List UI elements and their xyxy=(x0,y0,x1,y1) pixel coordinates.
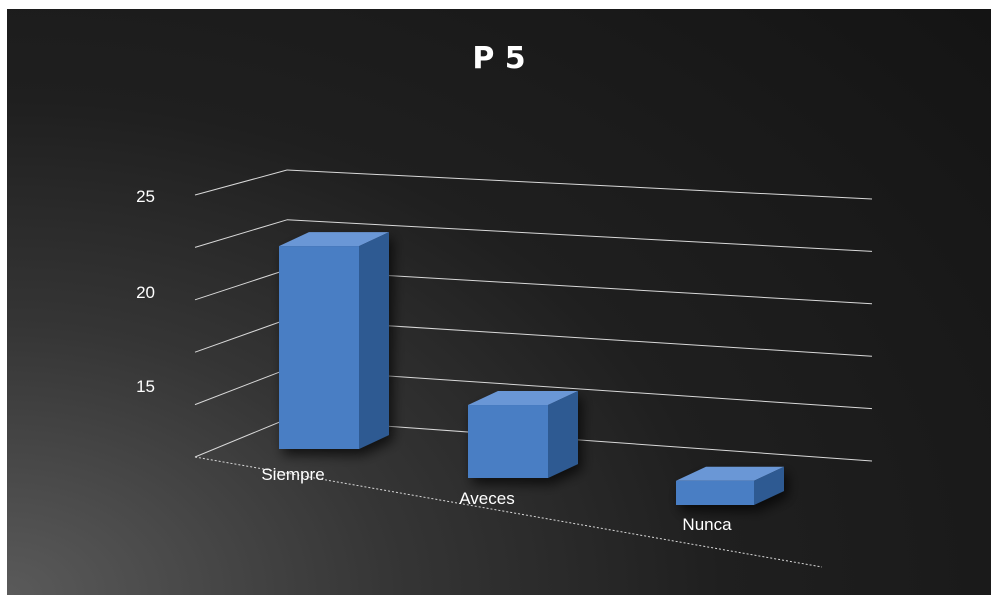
gridline-left-0 xyxy=(194,418,288,458)
gridline-left-2 xyxy=(194,318,288,353)
chart-frame: P 5 15 20 25 Siempre Aveces Nunca xyxy=(7,9,991,595)
y-tick-layer: 15 20 25 xyxy=(136,187,155,396)
category-label-layer: Siempre Aveces Nunca xyxy=(261,465,732,534)
bar-top-face xyxy=(468,391,578,406)
gridline-left-4 xyxy=(194,219,288,248)
bar-siempre xyxy=(279,232,389,449)
bar-front-face xyxy=(468,405,548,478)
gridline-left-3 xyxy=(194,269,288,301)
bar-nunca xyxy=(676,466,784,505)
chart-title: P 5 xyxy=(472,41,525,76)
bar-top-face xyxy=(279,232,389,247)
bar-side-face xyxy=(754,466,784,505)
y-tick-label: 20 xyxy=(136,283,155,302)
bar-front-face xyxy=(676,480,754,505)
bar-aveces xyxy=(468,391,578,478)
gridline-back-5 xyxy=(286,169,873,200)
gridline-back-4 xyxy=(286,219,873,252)
bar-front-face xyxy=(279,246,359,449)
category-label-aveces: Aveces xyxy=(459,489,514,508)
chart-svg: P 5 15 20 25 Siempre Aveces Nunca xyxy=(136,41,873,568)
gridline-left-5 xyxy=(194,169,288,196)
bar-layer xyxy=(279,232,784,505)
y-tick-label: 15 xyxy=(136,377,155,396)
category-label-nunca: Nunca xyxy=(682,515,732,534)
bar-side-face xyxy=(359,232,389,449)
bar-top-face xyxy=(676,466,784,481)
gridline-left-1 xyxy=(194,368,288,406)
y-tick-label: 25 xyxy=(136,187,155,206)
category-label-siempre: Siempre xyxy=(261,465,324,484)
bar-side-face xyxy=(548,391,578,478)
